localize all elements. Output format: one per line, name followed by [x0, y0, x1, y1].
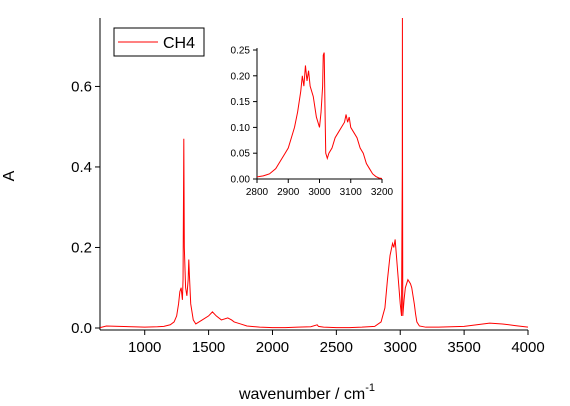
legend: CH4: [113, 27, 205, 57]
main-x-tick-label: 1500: [192, 339, 225, 356]
main-x-tick-label: 2000: [256, 339, 289, 356]
inset-series-group: [256, 52, 383, 179]
inset-y-tick-label: 0.20: [231, 71, 251, 82]
main-y-tick-label: 0.4: [71, 159, 92, 176]
main-x-tick-label: 1000: [128, 339, 161, 356]
main-series-line-0: [99, 17, 529, 329]
inset-y-tick-label: 0.00: [231, 175, 251, 186]
main-y-axis-label: A: [1, 170, 18, 181]
inset-y-tick-label: 0.05: [231, 149, 251, 160]
main-x-ticks: 1000 1500 2000 2500 3000 3500 4000: [128, 330, 545, 356]
main-x-axis-label-superscript: -1: [365, 382, 375, 394]
inset-y-tick-label: 0.15: [231, 97, 251, 108]
inset-x-tick-label: 3100: [340, 187, 363, 198]
main-y-tick-label: 0.0: [71, 320, 92, 337]
inset-x-ticks: 2800 2900 3000 3100 3200: [246, 179, 394, 198]
main-x-tick-label: 2500: [320, 339, 353, 356]
main-series-group: [99, 17, 529, 329]
inset-x-tick-label: 2800: [246, 187, 269, 198]
inset-x-tick-label: 2900: [277, 187, 300, 198]
main-x-axis-label-text: wavenumber / cm: [238, 386, 365, 403]
inset-y-tick-label: 0.10: [231, 123, 251, 134]
main-y-tick-label: 0.6: [71, 79, 92, 96]
inset-x-tick-label: 3200: [371, 187, 394, 198]
legend-label-ch4: CH4: [163, 35, 195, 52]
main-x-tick-label: 4000: [511, 339, 544, 356]
inset-background: [257, 50, 382, 179]
inset-x-tick-label: 3000: [308, 187, 331, 198]
main-x-axis-label: wavenumber / cm-1: [238, 382, 375, 403]
main-plot: 1000 1500 2000 2500 3000 3500 4000 0.00.20.40.…: [1, 17, 545, 403]
main-x-tick-label: 3500: [447, 339, 480, 356]
inset-y-tick-label: 0.25: [231, 46, 251, 57]
main-y-tick-label: 0.2: [71, 240, 92, 257]
main-x-tick-label: 3000: [384, 339, 417, 356]
inset-y-ticks: 0.00 0.05 0.10 0.15 0.20 0.25: [231, 46, 257, 186]
inset-plot: 2800 2900 3000 3100 3200 0.00 0.05 0.10 0.15 0.2…: [231, 46, 394, 199]
main-y-ticks: 0.0 0.2 0.4 0.6: [71, 79, 100, 337]
